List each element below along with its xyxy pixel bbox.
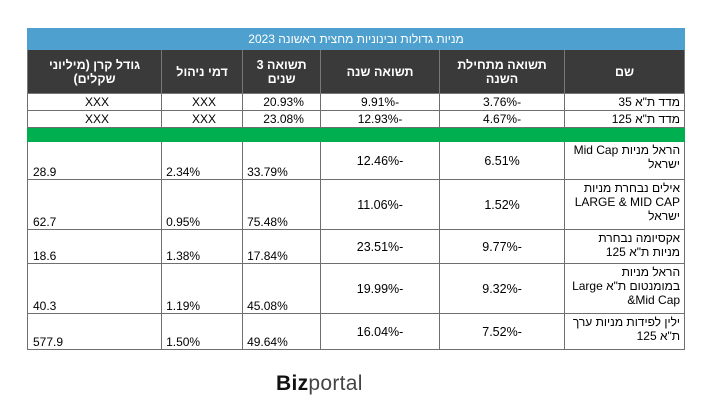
row-three-years: 49.64% bbox=[242, 313, 322, 350]
table-row: מדד ת"א 35 -3.76% -9.91% 20.93% XXX XXX bbox=[26, 93, 686, 111]
logo-part-portal: portal bbox=[308, 372, 363, 395]
row-fee: 2.34% bbox=[161, 141, 244, 180]
row-fee: 1.50% bbox=[161, 313, 244, 350]
row-year: -19.99% bbox=[320, 263, 441, 314]
row-name: הראל מניות במומנטום ת"א Large &Mid Cap bbox=[564, 263, 686, 314]
header-row: שם תשואה מתחילת השנה תשואה שנה תשואה 3 ש… bbox=[26, 49, 686, 94]
separator-row bbox=[26, 127, 686, 142]
row-three-years: 33.79% bbox=[242, 141, 322, 180]
bizportal-logo: Biz portal bbox=[276, 372, 363, 395]
row-size: 40.3 bbox=[26, 263, 163, 314]
row-fee: XXX bbox=[161, 110, 244, 128]
row-three-years: 23.08% bbox=[242, 110, 322, 128]
header-three-years: תשואה 3 שנים bbox=[242, 49, 322, 94]
row-year: -16.04% bbox=[320, 313, 441, 350]
table-row: מדד ת"א 125 -4.67% -12.93% 23.08% XXX XX… bbox=[26, 110, 686, 128]
row-name: מדד ת"א 125 bbox=[564, 110, 686, 128]
row-three-years: 75.48% bbox=[242, 179, 322, 230]
row-fee: 1.38% bbox=[161, 229, 244, 264]
row-size: 18.6 bbox=[26, 229, 163, 264]
row-ytd: 6.51% bbox=[439, 141, 566, 180]
row-name: אקסיומה נבחרת מניות ת"א 125 bbox=[564, 229, 686, 264]
row-ytd: 1.52% bbox=[439, 179, 566, 230]
row-size: XXX bbox=[26, 110, 163, 128]
row-three-years: 17.84% bbox=[242, 229, 322, 264]
row-size: 577.9 bbox=[26, 313, 163, 350]
logo-part-biz: Biz bbox=[276, 372, 309, 395]
row-ytd: -4.67% bbox=[439, 110, 566, 128]
row-year: -9.91% bbox=[320, 93, 441, 111]
header-size: גודל קרן (מיליוני שקלים) bbox=[26, 49, 163, 94]
row-size: 62.7 bbox=[26, 179, 163, 230]
row-size: XXX bbox=[26, 93, 163, 111]
row-name: מדד ת"א 35 bbox=[564, 93, 686, 111]
row-ytd: -9.77% bbox=[439, 229, 566, 264]
table-row: הראל מניות במומנטום ת"א Large &Mid Cap -… bbox=[26, 263, 686, 314]
row-fee: XXX bbox=[161, 93, 244, 111]
row-fee: 1.19% bbox=[161, 263, 244, 314]
table-title: מניות גדולות ובינוניות מחצית ראשונה 2023 bbox=[26, 28, 686, 50]
header-fee: דמי ניהול bbox=[161, 49, 244, 94]
row-ytd: -9.32% bbox=[439, 263, 566, 314]
row-three-years: 20.93% bbox=[242, 93, 322, 111]
row-ytd: -3.76% bbox=[439, 93, 566, 111]
row-size: 28.9 bbox=[26, 141, 163, 180]
row-three-years: 45.08% bbox=[242, 263, 322, 314]
funds-table: מניות גדולות ובינוניות מחצית ראשונה 2023… bbox=[26, 28, 686, 350]
table-row: אילים נבחרת מניות LARGE & MID CAP ישראל … bbox=[26, 179, 686, 230]
row-name: הראל מניות Mid Cap ישראל bbox=[564, 141, 686, 180]
row-year: -12.93% bbox=[320, 110, 441, 128]
row-fee: 0.95% bbox=[161, 179, 244, 230]
table-row: אקסיומה נבחרת מניות ת"א 125 -9.77% -23.5… bbox=[26, 229, 686, 264]
row-name: אילים נבחרת מניות LARGE & MID CAP ישראל bbox=[564, 179, 686, 230]
header-ytd: תשואה מתחילת השנה bbox=[439, 49, 566, 94]
row-year: -11.06% bbox=[320, 179, 441, 230]
green-separator bbox=[26, 127, 686, 142]
row-ytd: -7.52% bbox=[439, 313, 566, 350]
table-row: הראל מניות Mid Cap ישראל 6.51% -12.46% 3… bbox=[26, 141, 686, 180]
row-year: -23.51% bbox=[320, 229, 441, 264]
row-year: -12.46% bbox=[320, 141, 441, 180]
header-year: תשואה שנה bbox=[320, 49, 441, 94]
title-row: מניות גדולות ובינוניות מחצית ראשונה 2023 bbox=[26, 28, 686, 50]
header-name: שם bbox=[564, 49, 686, 94]
row-name: ילין לפידות מניות ערך ת"א 125 bbox=[564, 313, 686, 350]
table-row: ילין לפידות מניות ערך ת"א 125 -7.52% -16… bbox=[26, 313, 686, 350]
